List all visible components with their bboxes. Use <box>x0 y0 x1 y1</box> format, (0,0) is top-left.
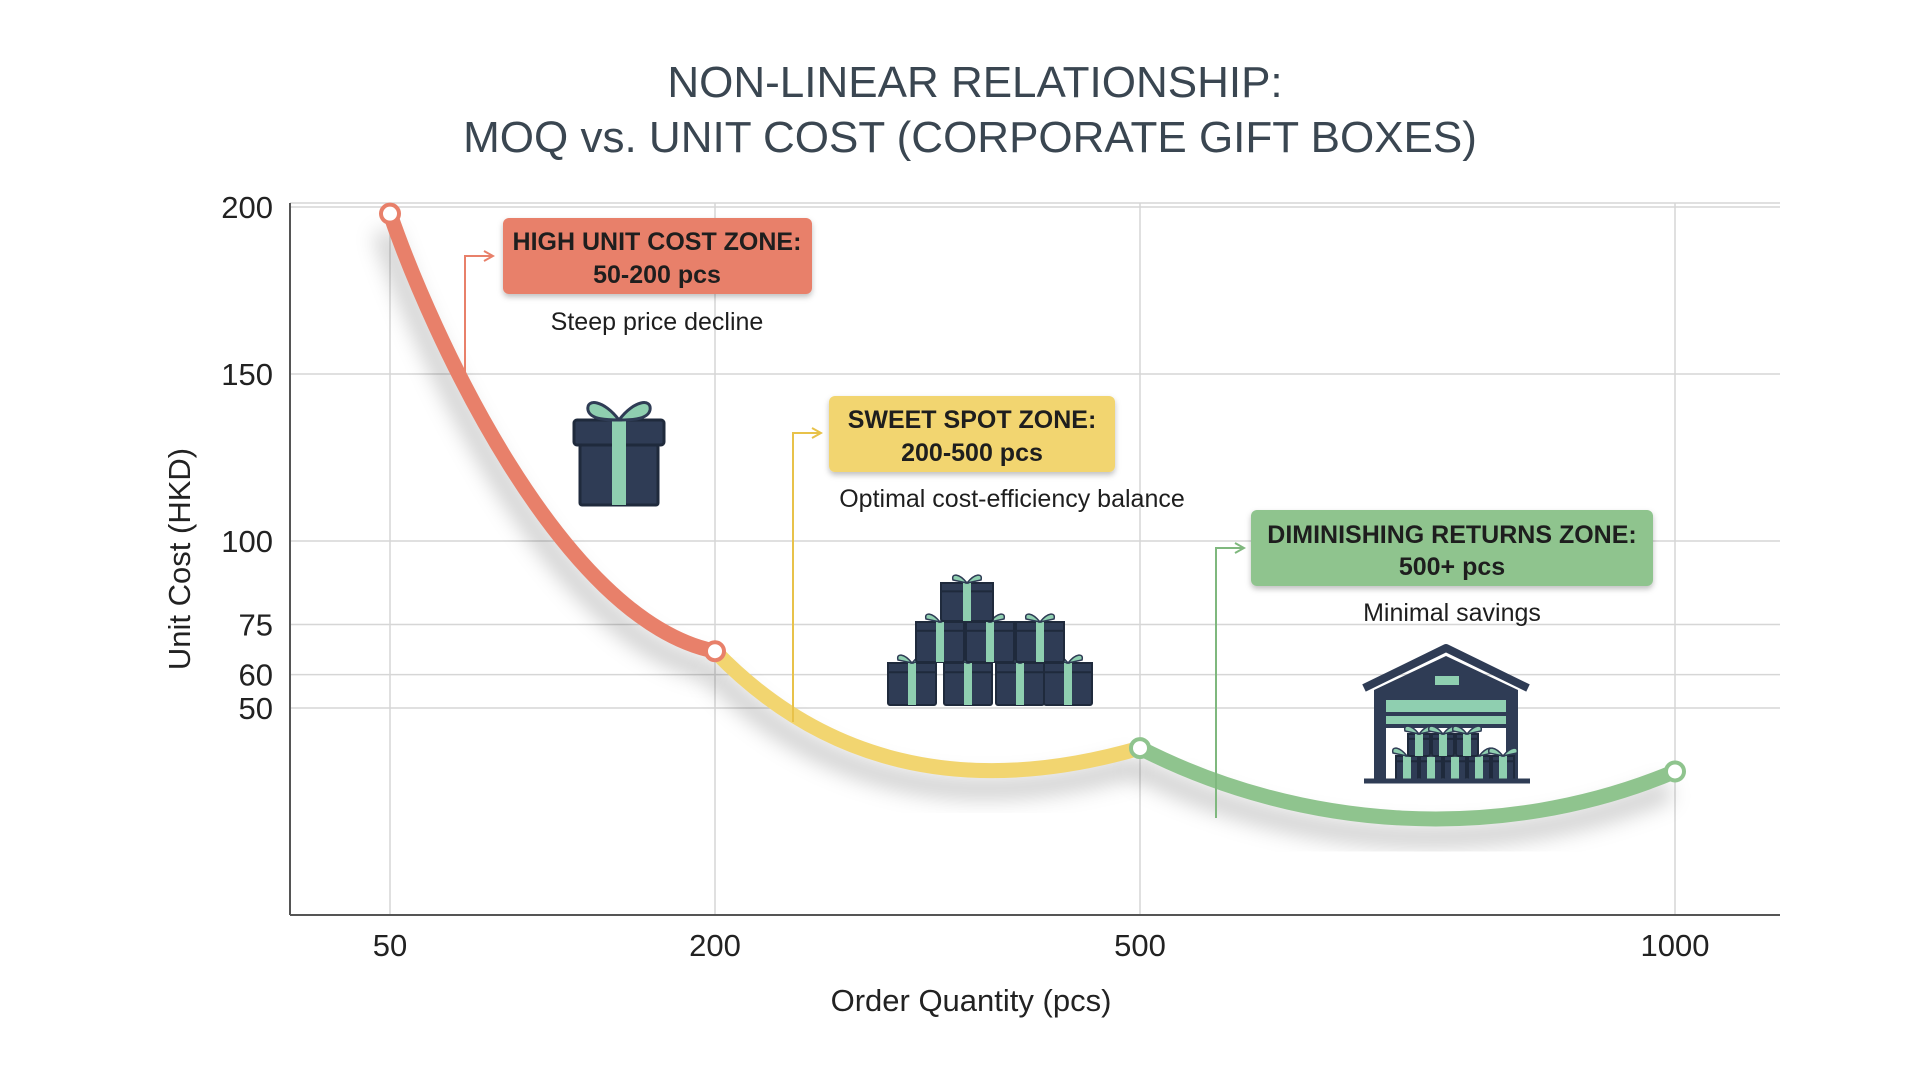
data-points <box>379 202 1686 783</box>
y-tick-label: 150 <box>221 357 273 392</box>
stacked-gift-boxes-icon <box>887 574 1093 706</box>
y-tick-label: 200 <box>221 190 273 225</box>
high-cost-zone-title: HIGH UNIT COST ZONE: <box>513 228 802 256</box>
x-tick-label: 500 <box>1114 928 1166 963</box>
data-point <box>379 202 401 225</box>
curve-shadow <box>373 228 1674 848</box>
high-cost-zone-caption: Steep price decline <box>551 308 764 336</box>
high-cost-zone-box <box>503 218 812 294</box>
sweet-spot-zone-range: 200-500 pcs <box>901 439 1043 467</box>
single-gift-box-icon <box>572 401 666 507</box>
y-tick-label: 50 <box>239 691 273 726</box>
y-tick-label: 75 <box>239 608 273 643</box>
y-axis-title: Unit Cost (HKD) <box>162 448 197 670</box>
high-cost-zone-range: 50-200 pcs <box>593 261 721 289</box>
cost-curve <box>382 206 1683 827</box>
x-tick-label: 1000 <box>1641 928 1710 963</box>
curve-segment-sweet-spot <box>707 643 1148 779</box>
data-point <box>1664 760 1686 783</box>
sweet-zone-leader-arrow <box>792 433 820 722</box>
curve-shadow-segment <box>1128 756 1674 848</box>
sweet-spot-zone-box <box>829 396 1115 472</box>
diminishing-returns-zone-title: DIMINISHING RETURNS ZONE: <box>1267 521 1636 549</box>
x-tick-label: 50 <box>373 928 407 963</box>
diminishing-returns-zone-annotation: DIMINISHING RETURNS ZONE: 500+ pcs Minim… <box>1251 510 1653 627</box>
x-axis-title: Order Quantity (pcs) <box>831 983 1112 1018</box>
sweet-spot-zone-title: SWEET SPOT ZONE: <box>848 406 1097 434</box>
high-zone-leader-arrow <box>464 256 492 395</box>
curve-segment-diminishing <box>1132 740 1683 827</box>
curve-shadow-segment <box>373 228 712 680</box>
y-tick-label: 100 <box>221 524 273 559</box>
x-tick-labels: 50 200 500 1000 <box>373 928 1710 963</box>
diminishing-returns-zone-box <box>1251 510 1653 586</box>
diminishing-zone-leader-arrow <box>1215 548 1243 818</box>
curve-shadow-segment <box>701 661 1138 800</box>
diminishing-returns-zone-range: 500+ pcs <box>1399 553 1505 581</box>
chart-title-line-2: MOQ vs. UNIT COST (CORPORATE GIFT BOXES) <box>463 113 1477 162</box>
data-point <box>704 640 726 663</box>
y-tick-label: 60 <box>239 658 273 693</box>
warehouse-icon <box>1362 644 1530 784</box>
x-tick-label: 200 <box>689 928 741 963</box>
chart-title-line-1: NON-LINEAR RELATIONSHIP: <box>667 58 1282 107</box>
high-cost-zone-annotation: HIGH UNIT COST ZONE: 50-200 pcs Steep pr… <box>503 218 812 336</box>
data-point <box>1129 737 1151 760</box>
sweet-spot-zone-annotation: SWEET SPOT ZONE: 200-500 pcs Optimal cos… <box>829 396 1185 513</box>
sweet-spot-zone-caption: Optimal cost-efficiency balance <box>839 485 1185 513</box>
diminishing-returns-zone-caption: Minimal savings <box>1363 599 1541 627</box>
curve-segment-high-cost <box>382 206 723 659</box>
